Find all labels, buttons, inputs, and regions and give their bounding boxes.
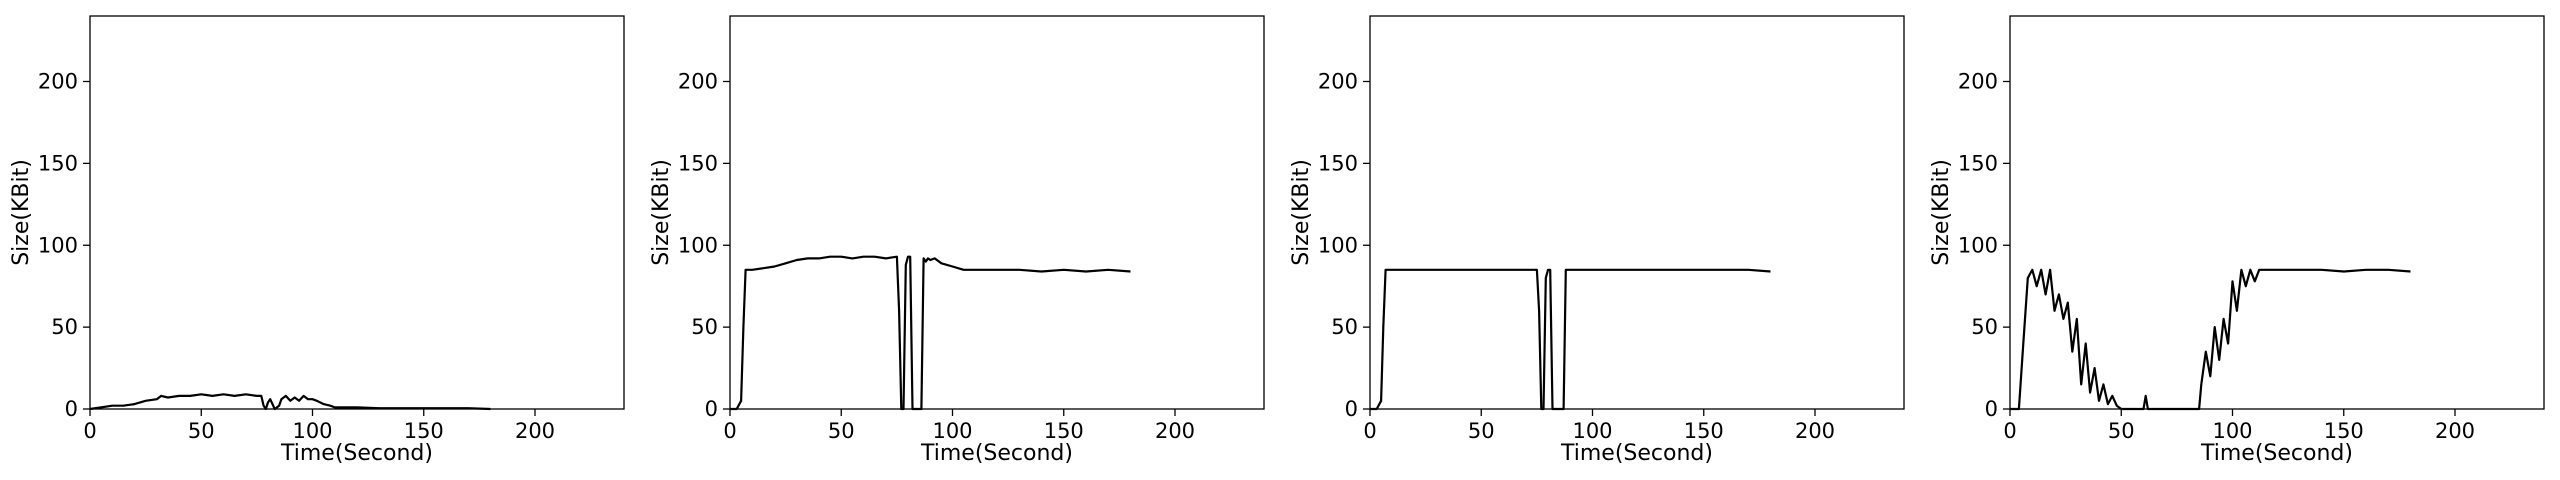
x-axis-label: Time(Second)	[920, 441, 1073, 466]
subplot-1: 0 50 100 150 200 0 50 100 150 200 Time(Second) Size…	[9, 15, 625, 466]
x-tick-label: 0	[723, 419, 736, 443]
y-tick-label: 0	[65, 397, 78, 421]
x-tick-label: 0	[2003, 419, 2016, 443]
series-line-1	[2010, 268, 2411, 411]
y-tick-label: 100	[38, 233, 78, 257]
x-tick-label: 200	[1795, 419, 1835, 443]
y-tick-label: 150	[38, 151, 78, 175]
subplot-3: 0 50 100 150 200 0 50 100 150 200 Time(Second) Size…	[1289, 15, 1905, 466]
y-tick-label: 100	[678, 233, 718, 257]
y-axis-label: Size(KBit)	[9, 159, 34, 266]
y-tick-label: 50	[51, 315, 78, 339]
y-tick-label: 150	[1958, 151, 1998, 175]
x-tick-label: 50	[828, 419, 855, 443]
x-tick-label: 100	[292, 419, 332, 443]
x-axis-label: Time(Second)	[2200, 441, 2353, 466]
plot-frame	[89, 15, 625, 410]
plot-frame	[729, 15, 1265, 410]
y-tick-label: 200	[1318, 70, 1358, 94]
y-tick-label: 200	[1958, 70, 1998, 94]
x-tick-label: 150	[1684, 419, 1724, 443]
x-tick-label: 200	[515, 419, 555, 443]
x-tick-label: 150	[404, 419, 444, 443]
plot-frame	[2009, 15, 2545, 410]
y-axis-label: Size(KBit)	[1929, 159, 1954, 266]
x-axis-label: Time(Second)	[280, 441, 433, 466]
x-tick-label: 200	[1155, 419, 1195, 443]
y-axis-label: Size(KBit)	[1289, 159, 1314, 266]
y-tick-label: 200	[38, 70, 78, 94]
subplot-2: 0 50 100 150 200 0 50 100 150 200 Time(Second) Size…	[649, 15, 1265, 466]
y-tick-label: 100	[1958, 233, 1998, 257]
x-tick-label: 150	[1044, 419, 1084, 443]
x-tick-label: 100	[932, 419, 972, 443]
y-tick-label: 50	[691, 315, 718, 339]
x-tick-label: 100	[2212, 419, 2252, 443]
x-tick-label: 0	[1363, 419, 1376, 443]
x-tick-label: 50	[2108, 419, 2135, 443]
x-axis-label: Time(Second)	[1560, 441, 1713, 466]
x-tick-label: 0	[83, 419, 96, 443]
x-tick-label: 150	[2324, 419, 2364, 443]
y-tick-label: 0	[1345, 397, 1358, 421]
y-tick-label: 150	[1318, 151, 1358, 175]
series-line-1	[89, 393, 491, 411]
y-tick-label: 150	[678, 151, 718, 175]
y-tick-label: 50	[1331, 315, 1358, 339]
x-tick-label: 50	[188, 419, 215, 443]
y-tick-label: 50	[1971, 315, 1998, 339]
series-line-1	[730, 255, 1131, 411]
y-tick-label: 0	[1985, 397, 1998, 421]
y-axis-label: Size(KBit)	[649, 159, 674, 266]
y-tick-label: 0	[705, 397, 718, 421]
y-tick-label: 200	[678, 70, 718, 94]
subplot-4: 0 50 100 150 200 0 50 100 150 200 Time(Second) Size…	[1929, 15, 2545, 466]
x-tick-label: 50	[1468, 419, 1495, 443]
y-tick-label: 100	[1318, 233, 1358, 257]
x-tick-label: 200	[2435, 419, 2475, 443]
series-line-1	[1370, 268, 1771, 411]
x-tick-label: 100	[1572, 419, 1612, 443]
plot-frame	[1369, 15, 1905, 410]
